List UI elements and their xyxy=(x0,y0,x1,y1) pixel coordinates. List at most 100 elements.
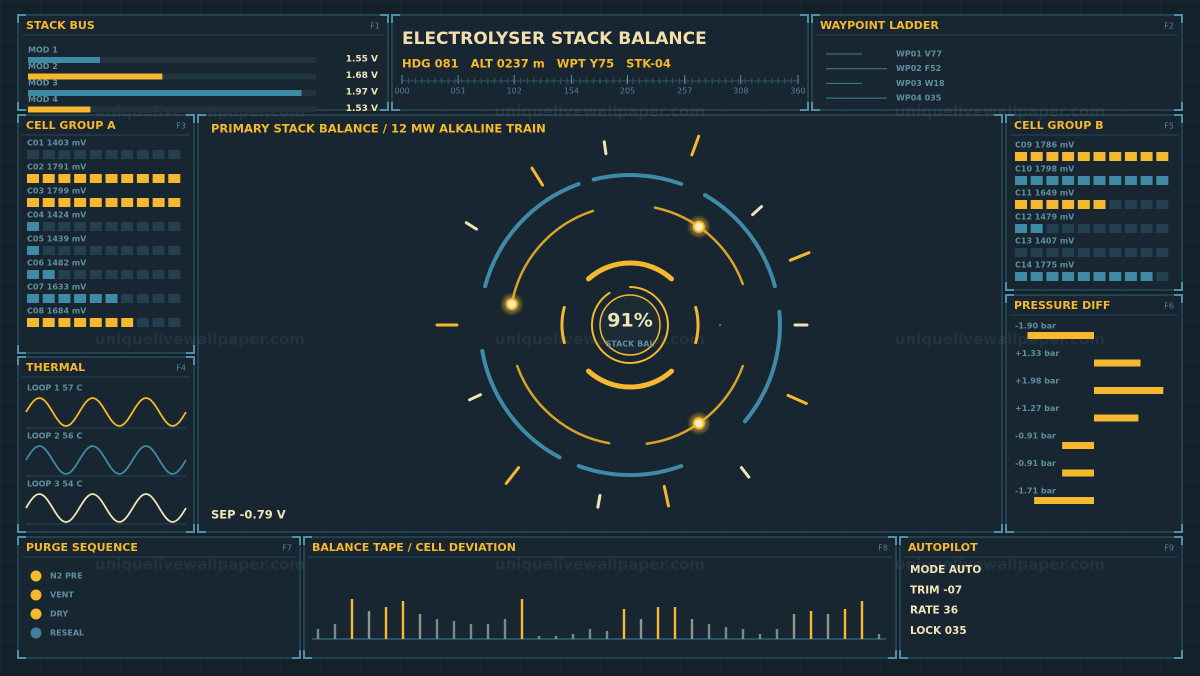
tape-bar xyxy=(435,619,439,639)
cell-block xyxy=(89,150,102,159)
panel-corner xyxy=(17,114,26,123)
cell-block xyxy=(1077,248,1090,257)
cell-block xyxy=(1046,200,1059,209)
cell-block xyxy=(74,270,87,279)
loop-wave xyxy=(25,397,187,427)
cell-block xyxy=(89,294,102,303)
cell-block xyxy=(1077,176,1090,185)
cell-block xyxy=(58,150,71,159)
panel-corner xyxy=(17,102,26,111)
gauge-tick xyxy=(739,466,751,479)
cell-label: C11 1649 mV xyxy=(1015,189,1075,198)
cell-block xyxy=(1077,200,1090,209)
bar-track xyxy=(28,106,316,113)
cell-block xyxy=(74,246,87,255)
panel-corner xyxy=(1005,524,1014,533)
cell-block xyxy=(74,150,87,159)
ruler-label: 102 xyxy=(507,87,522,96)
pressure-label: -1.90 bar xyxy=(1015,322,1056,331)
panel-corner xyxy=(303,650,312,659)
tape-bar xyxy=(707,624,711,639)
gauge-node xyxy=(505,298,518,311)
tape-bar xyxy=(571,634,575,639)
ruler-label: 154 xyxy=(564,87,579,96)
waypoint: WP01 V77 xyxy=(896,50,942,59)
gauge-arc xyxy=(483,182,581,289)
cell-block xyxy=(121,174,134,183)
panel-corner xyxy=(17,14,26,23)
cell-block xyxy=(1046,176,1059,185)
cell-block xyxy=(1077,272,1090,281)
gauge-tick xyxy=(690,134,701,157)
waypoint: WP02 F52 xyxy=(896,64,941,73)
panel-corner xyxy=(186,524,195,533)
pressure-label: -0.91 bar xyxy=(1015,432,1056,441)
cell-block xyxy=(1015,176,1027,185)
cell-block xyxy=(136,222,149,231)
cell-block xyxy=(1109,200,1122,209)
cell-block xyxy=(1015,152,1027,161)
tape-bar xyxy=(554,636,558,639)
tape-bar xyxy=(384,607,388,639)
tape-bar xyxy=(741,629,745,639)
cell-block xyxy=(1124,248,1137,257)
panel-corner xyxy=(186,356,195,365)
readout: STK-04 xyxy=(626,57,671,71)
gauge-caption: STACK BAL xyxy=(605,340,654,349)
cell-block xyxy=(1124,176,1137,185)
ruler-label: 257 xyxy=(677,87,692,96)
loop-label: LOOP 1 57 C xyxy=(27,384,82,393)
cell-block xyxy=(89,318,102,327)
panel xyxy=(17,356,195,533)
tape-bar xyxy=(486,624,490,639)
pressure-label: -0.91 bar xyxy=(1015,459,1056,468)
cell-label: C08 1684 mV xyxy=(27,307,87,316)
gauge-tick xyxy=(530,166,545,187)
gauge-arc xyxy=(742,309,782,424)
readout: WPT Y75 xyxy=(557,57,614,71)
cell-block xyxy=(136,318,149,327)
pressure-bar xyxy=(1094,359,1141,367)
step-label: N2 PRE xyxy=(50,572,83,581)
watermark: uniquelivewallpaper.com xyxy=(895,103,1105,121)
tape-bar xyxy=(605,631,609,639)
panel-corner xyxy=(391,102,400,111)
gauge-arc xyxy=(694,305,700,345)
gauge-arc xyxy=(480,349,562,460)
panel-corner xyxy=(17,650,26,659)
panel-corner xyxy=(1005,114,1014,123)
watermark: uniquelivewallpaper.com xyxy=(95,556,305,574)
tape-bar xyxy=(690,619,694,639)
step-label: DRY xyxy=(50,610,68,619)
panel-key: F8 xyxy=(878,544,888,553)
main-readout: SEP -0.79 V xyxy=(211,508,286,522)
bar-track xyxy=(28,73,316,80)
cell-block xyxy=(1156,248,1169,257)
cell-block xyxy=(42,318,55,327)
pressure-bar xyxy=(1094,414,1139,422)
panel-corner xyxy=(380,102,389,111)
cell-block xyxy=(74,318,87,327)
cell-block xyxy=(58,294,71,303)
cell-block xyxy=(168,318,181,327)
cell-block xyxy=(42,246,55,255)
gauge-arc xyxy=(515,364,611,445)
cell-block xyxy=(27,222,39,231)
tape-bar xyxy=(673,607,677,639)
panel-corner xyxy=(800,102,809,111)
gauge-arc xyxy=(576,464,684,477)
panel-corner xyxy=(1174,114,1183,123)
cell-block xyxy=(89,174,102,183)
step-dot xyxy=(30,570,42,582)
cell-block xyxy=(105,198,118,207)
loop-label: LOOP 3 54 C xyxy=(27,480,82,489)
cell-block xyxy=(1140,176,1153,185)
gauge-arc xyxy=(590,286,669,364)
cell-block xyxy=(1140,224,1153,233)
panel-key: F7 xyxy=(282,544,292,553)
cell-block xyxy=(27,318,39,327)
panel-title: THERMAL xyxy=(26,361,85,374)
gauge-arc xyxy=(703,193,777,289)
